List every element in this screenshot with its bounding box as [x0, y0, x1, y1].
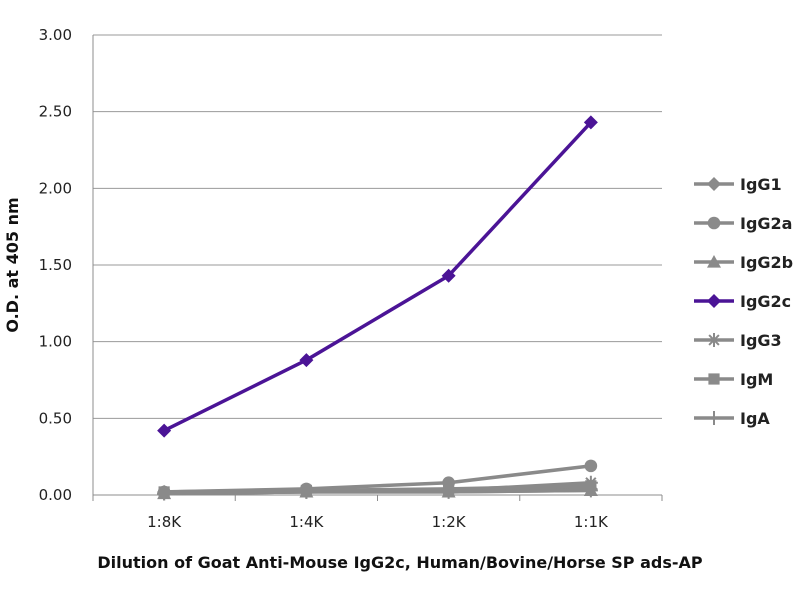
series-line — [164, 488, 591, 496]
data-point — [299, 484, 314, 499]
legend-item: IgA — [694, 409, 770, 428]
series-iga — [157, 483, 598, 501]
y-tick-label: 0.50 — [39, 409, 72, 427]
y-tick-label: 2.50 — [39, 103, 72, 121]
legend-marker — [707, 411, 721, 425]
legend-item: IgG2a — [694, 214, 792, 233]
data-point — [583, 483, 598, 498]
legend-label: IgM — [740, 370, 773, 389]
legend-item: IgG1 — [694, 175, 782, 194]
y-axis-title: O.D. at 405 nm — [3, 197, 22, 332]
legend-item: IgG2c — [694, 292, 791, 311]
series-lines — [157, 115, 598, 501]
legend-item: IgG2b — [694, 253, 793, 272]
x-axis-title: Dilution of Goat Anti-Mouse IgG2c, Human… — [97, 553, 703, 572]
legend-label: IgG3 — [740, 331, 782, 350]
data-point — [584, 459, 598, 473]
x-tick-label: 1:2K — [432, 513, 467, 531]
legend-item: IgM — [694, 370, 773, 389]
y-tick-label: 1.00 — [39, 333, 72, 351]
y-tick-label: 3.00 — [39, 26, 72, 44]
legend-marker — [707, 177, 721, 191]
y-tick-label: 1.50 — [39, 256, 72, 274]
gridlines — [92, 34, 663, 501]
series-line — [163, 121, 593, 433]
legend-label: IgG2a — [740, 214, 792, 233]
legend-label: IgG2b — [740, 253, 793, 272]
y-tick-label: 0.00 — [39, 486, 72, 504]
series-igg2c — [157, 115, 598, 438]
y-tick-labels: 0.00 0.50 1.00 1.50 2.00 2.50 3.00 — [39, 26, 72, 504]
x-tick-label: 1:8K — [147, 513, 182, 531]
legend-marker — [707, 255, 721, 268]
data-point — [157, 486, 172, 501]
legend-item: IgG3 — [694, 331, 782, 350]
data-point — [441, 268, 456, 283]
data-point — [299, 353, 314, 368]
legend-marker — [707, 333, 721, 347]
data-point — [157, 423, 172, 438]
legend: IgG1 IgG2a IgG2b IgG2c IgG3 IgM IgA — [694, 175, 793, 428]
legend-label: IgG2c — [740, 292, 791, 311]
legend-label: IgA — [740, 409, 770, 428]
y-tick-label: 2.00 — [39, 179, 72, 197]
legend-marker — [707, 216, 721, 230]
data-point — [441, 484, 456, 499]
legend-marker — [708, 373, 720, 385]
x-tick-label: 1:1K — [574, 513, 609, 531]
legend-label: IgG1 — [740, 175, 782, 194]
legend-marker — [707, 294, 721, 308]
x-tick-labels: 1:8K 1:4K 1:2K 1:1K — [147, 513, 609, 531]
data-point — [583, 115, 598, 130]
x-tick-label: 1:4K — [289, 513, 324, 531]
